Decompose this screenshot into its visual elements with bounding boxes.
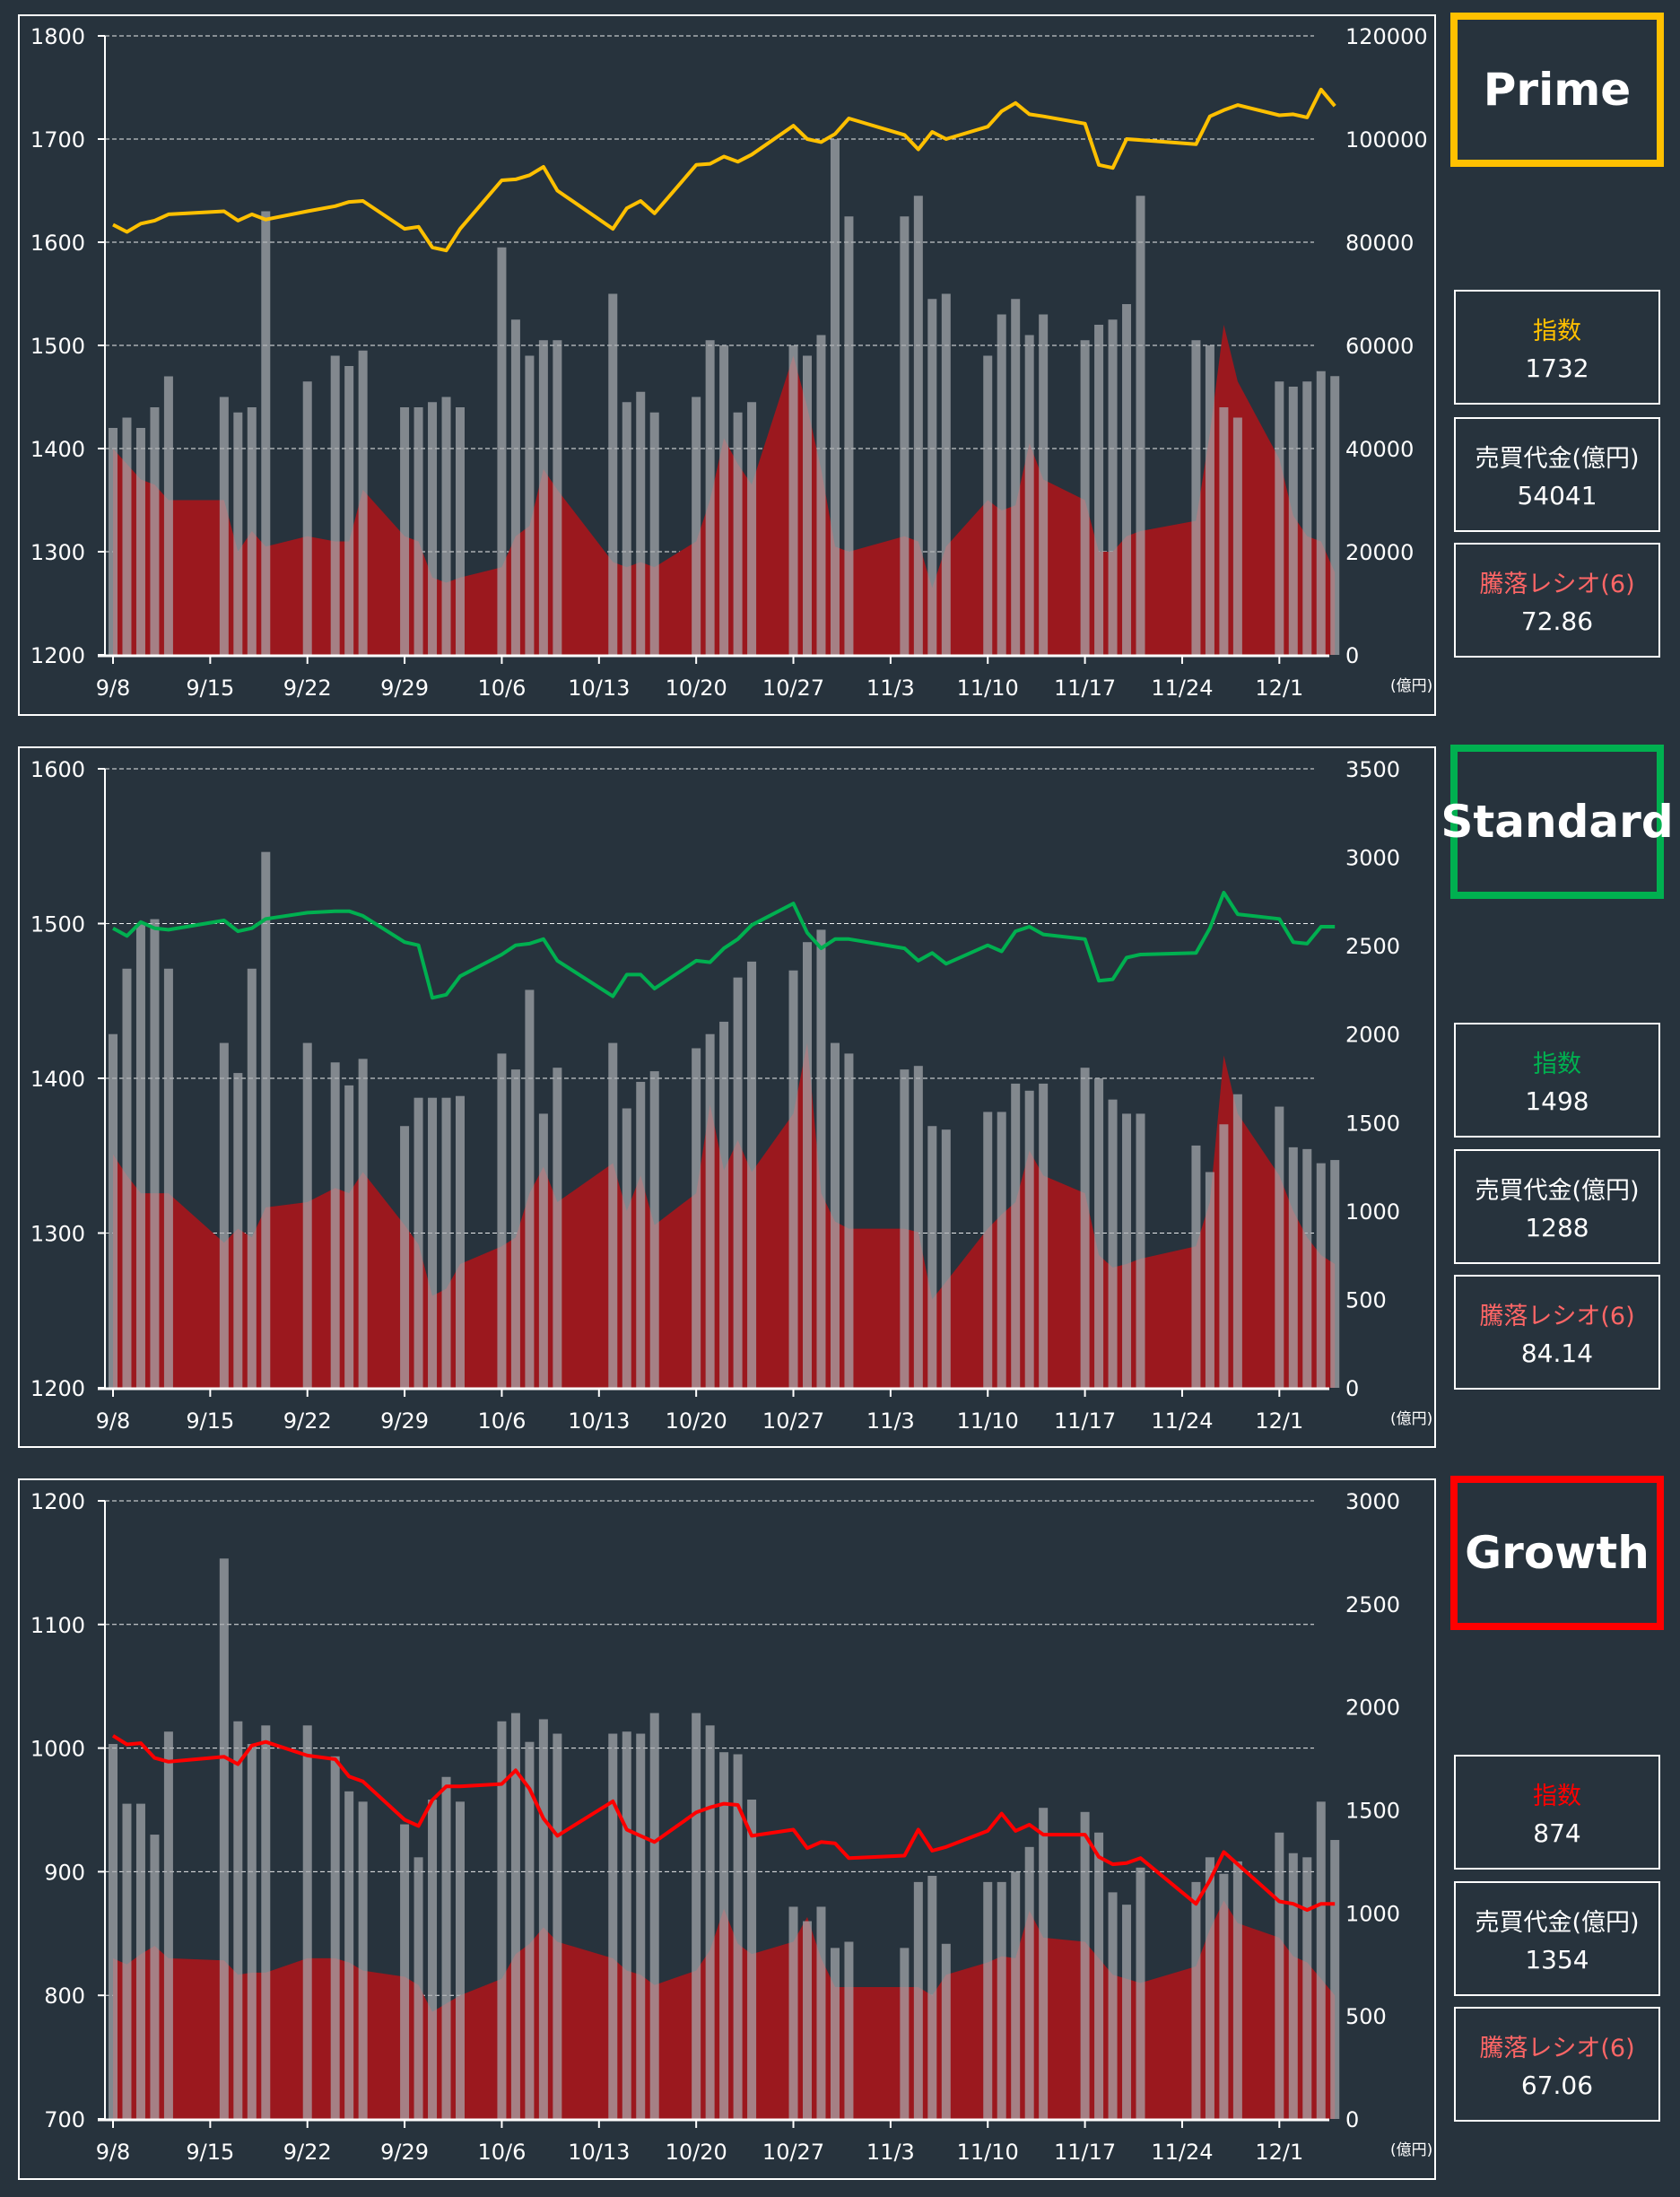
prime-turnover-value: 54041	[1517, 481, 1597, 510]
standard-index-label: 指数	[1533, 1051, 1581, 1078]
growth-turnover-box: 売買代金(億円) 1354	[1454, 1881, 1660, 1996]
growth-market-label: Growth	[1450, 1476, 1664, 1630]
growth-turnover-label: 売買代金(億円)	[1475, 1909, 1640, 1937]
prime-market-label: Prime	[1450, 13, 1664, 167]
prime-index-box: 指数 1732	[1454, 290, 1660, 405]
standard-chart-panel	[18, 746, 1436, 1448]
prime-index-value: 1732	[1525, 353, 1589, 383]
growth-ratio-box: 騰落レシオ(6) 67.06	[1454, 2007, 1660, 2122]
standard-ratio-label: 騰落レシオ(6)	[1479, 1303, 1635, 1330]
standard-turnover-box: 売買代金(億円) 1288	[1454, 1149, 1660, 1264]
prime-ratio-label: 騰落レシオ(6)	[1479, 571, 1635, 598]
prime-ratio-value: 72.86	[1520, 606, 1594, 636]
standard-index-box: 指数 1498	[1454, 1023, 1660, 1138]
standard-index-value: 1498	[1525, 1086, 1589, 1116]
growth-turnover-value: 1354	[1525, 1945, 1589, 1975]
growth-index-value: 874	[1533, 1818, 1581, 1848]
growth-index-box: 指数 874	[1454, 1755, 1660, 1870]
growth-chart-panel	[18, 1478, 1436, 2180]
standard-ratio-value: 84.14	[1520, 1338, 1594, 1368]
growth-ratio-label: 騰落レシオ(6)	[1479, 2035, 1635, 2062]
standard-ratio-box: 騰落レシオ(6) 84.14	[1454, 1275, 1660, 1390]
growth-index-label: 指数	[1533, 1783, 1581, 1810]
standard-turnover-label: 売買代金(億円)	[1475, 1177, 1640, 1205]
prime-chart-panel	[18, 14, 1436, 716]
standard-market-label: Standard	[1441, 745, 1674, 899]
prime-turnover-box: 売買代金(億円) 54041	[1454, 417, 1660, 532]
prime-ratio-box: 騰落レシオ(6) 72.86	[1454, 543, 1660, 658]
prime-turnover-label: 売買代金(億円)	[1475, 445, 1640, 473]
prime-index-label: 指数	[1533, 318, 1581, 345]
growth-ratio-value: 67.06	[1520, 2071, 1594, 2100]
standard-turnover-value: 1288	[1525, 1213, 1589, 1242]
